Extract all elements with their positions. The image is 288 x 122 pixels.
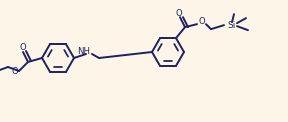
Text: O: O [199, 17, 205, 26]
Text: O: O [12, 67, 18, 76]
Text: Si: Si [228, 21, 236, 30]
Text: O: O [176, 9, 182, 18]
Text: NH: NH [77, 47, 90, 56]
Text: O: O [20, 44, 26, 52]
